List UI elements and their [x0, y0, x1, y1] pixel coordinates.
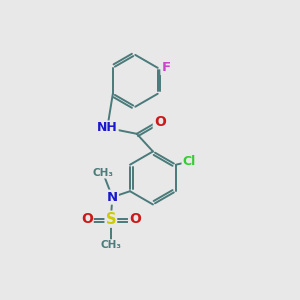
- Text: F: F: [161, 61, 170, 74]
- Text: CH₃: CH₃: [100, 240, 122, 250]
- Text: O: O: [81, 212, 93, 226]
- Text: NH: NH: [97, 122, 118, 134]
- Text: O: O: [154, 115, 166, 129]
- Text: O: O: [129, 212, 141, 226]
- Text: N: N: [107, 190, 118, 204]
- Text: CH₃: CH₃: [93, 168, 114, 178]
- Text: S: S: [106, 212, 116, 227]
- Text: Cl: Cl: [182, 155, 196, 168]
